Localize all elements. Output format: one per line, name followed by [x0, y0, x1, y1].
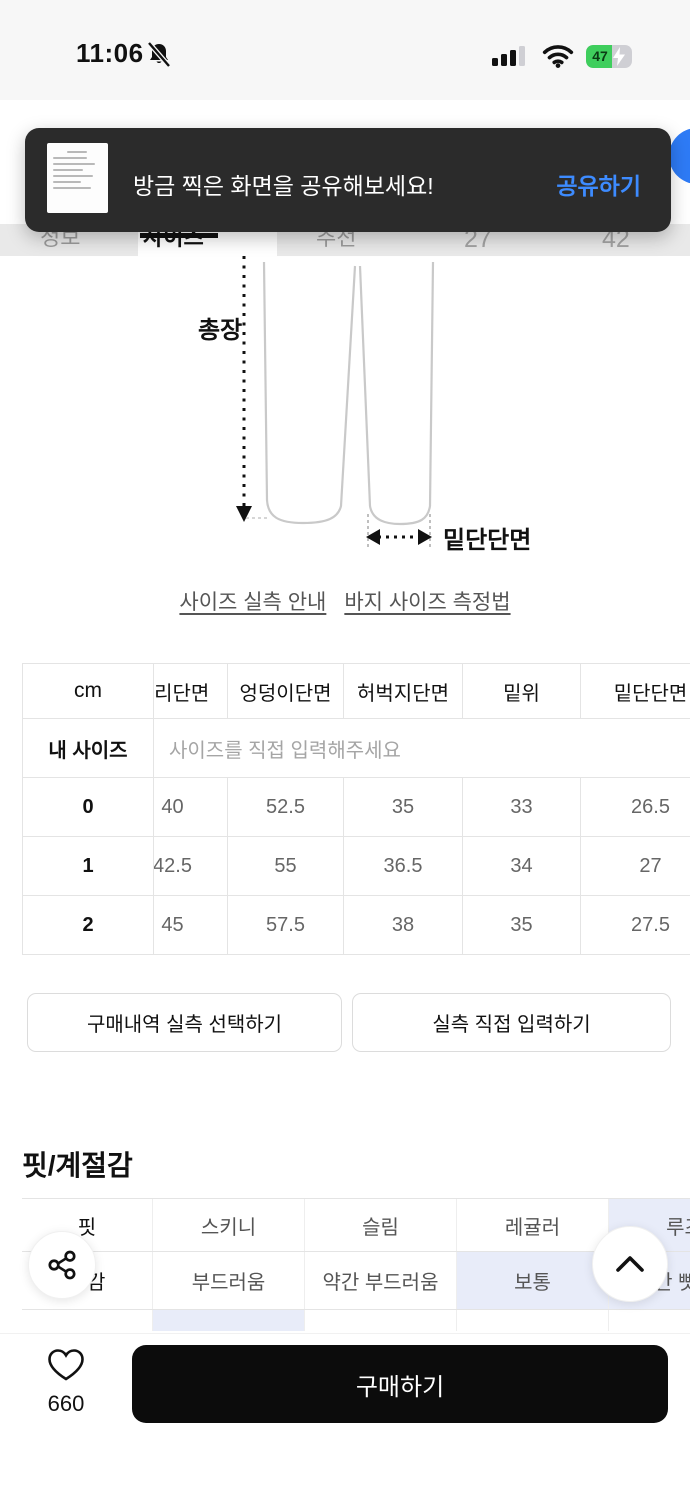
input-measure-button[interactable]: 실측 직접 입력하기	[352, 993, 671, 1052]
cell-rise: 34	[463, 837, 581, 895]
fit-option-skinny: 스키니	[153, 1199, 305, 1251]
battery-fill	[586, 44, 612, 68]
like-count: 660	[47, 1391, 85, 1416]
cell-thigh: 35	[344, 778, 463, 836]
charging-bolt-icon	[613, 46, 625, 66]
fit-row: 핏 스키니 슬림 레귤러 루즈	[22, 1199, 690, 1252]
size-label: 2	[23, 896, 154, 954]
size-row-2: 2 45 57.5 38 35 27.5	[23, 896, 690, 955]
status-bar: 11:06 47	[0, 0, 690, 100]
length-arrowhead	[236, 506, 252, 522]
active-tab-underline	[140, 233, 218, 238]
cell-hip: 52.5	[228, 778, 344, 836]
select-purchase-measure-button[interactable]: 구매내역 실측 선택하기	[27, 993, 342, 1052]
touch-option-normal-selected: 보통	[457, 1252, 609, 1309]
screenshot-share-toast: 방금 찍은 화면을 공유해보세요! 공유하기	[25, 128, 671, 232]
notifications-muted-icon	[146, 41, 172, 73]
toast-message: 방금 찍은 화면을 공유해보세요!	[133, 173, 434, 199]
pants-measure-guide-link[interactable]: 바지 사이즈 측정법	[344, 591, 511, 614]
scroll-to-top-button[interactable]	[592, 1226, 668, 1302]
col-header-waist: 허리단면	[154, 664, 228, 718]
my-size-label: 내 사이즈	[23, 719, 154, 777]
heart-icon[interactable]	[47, 1348, 85, 1382]
cell-hip: 55	[228, 837, 344, 895]
size-label: 0	[23, 778, 154, 836]
floating-blue-button[interactable]	[669, 128, 690, 184]
hem-label: 밑단단면	[443, 527, 531, 554]
cell-thigh: 38	[344, 896, 463, 954]
buy-button[interactable]: 구매하기	[132, 1345, 668, 1423]
touch-option-soft: 부드러움	[153, 1252, 305, 1309]
share-toast-button[interactable]: 공유하기	[556, 173, 641, 199]
cell-rise: 35	[463, 896, 581, 954]
col-header-hem: 밑단단면	[581, 664, 690, 718]
right-leg-outline	[358, 261, 435, 526]
cellular-signal-icon	[492, 46, 525, 66]
cell-hem: 27	[581, 837, 690, 895]
status-time: 11:06	[76, 38, 144, 68]
chevron-up-icon	[616, 1256, 644, 1272]
clipped-row	[22, 1310, 690, 1331]
size-spec-table: cm 허리단면 엉덩이단면 허벅지단면 밑위 밑단단면 내 사이즈 사이즈를 직…	[22, 663, 690, 955]
pants-measurement-diagram: 총장 밑단단면	[198, 256, 531, 554]
cell-thigh: 36.5	[344, 837, 463, 895]
length-label: 총장	[198, 317, 242, 344]
guide-links: 사이즈 실측 안내 바지 사이즈 측정법	[0, 586, 690, 616]
touch-option-slightly-soft: 약간 부드러움	[305, 1252, 457, 1309]
cell-waist: 42.5	[154, 837, 228, 895]
cell-hem: 27.5	[581, 896, 690, 954]
cell-rise: 33	[463, 778, 581, 836]
fit-option-regular: 레귤러	[457, 1199, 609, 1251]
battery-percent: 47	[592, 47, 608, 64]
cell-waist: 40	[154, 778, 228, 836]
size-measure-guide-link[interactable]: 사이즈 실측 안내	[179, 591, 327, 614]
unit-header-cell: cm	[23, 664, 154, 718]
share-icon	[48, 1250, 76, 1280]
fit-season-table: 핏 스키니 슬림 레귤러 루즈 촉감 부드러움 약간 부드러움 보통 약간 빳빳…	[22, 1198, 690, 1331]
left-leg-outline	[262, 261, 357, 525]
col-header-thigh: 허벅지단면	[344, 664, 463, 718]
my-size-placeholder[interactable]: 사이즈를 직접 입력해주세요	[169, 739, 401, 762]
like-widget[interactable]: 660	[36, 1348, 96, 1417]
cell-hip: 57.5	[228, 896, 344, 954]
share-fab-button[interactable]	[28, 1231, 96, 1299]
col-header-hip: 엉덩이단면	[228, 664, 344, 718]
fit-row-label: 핏	[22, 1199, 153, 1251]
cell-waist: 45	[154, 896, 228, 954]
size-row-0: 0 40 52.5 35 33 26.5	[23, 778, 690, 837]
status-indicators: 47	[492, 44, 632, 68]
touch-row: 촉감 부드러움 약간 부드러움 보통 약간 빳빳함	[22, 1252, 690, 1310]
my-size-row[interactable]: 내 사이즈 사이즈를 직접 입력해주세요	[23, 719, 690, 778]
fit-section-title: 핏/계절감	[22, 1150, 133, 1181]
bottom-purchase-bar: 660 구매하기	[0, 1333, 690, 1500]
size-table-header-row: cm 허리단면 엉덩이단면 허벅지단면 밑위 밑단단면	[23, 664, 690, 719]
col-header-rise: 밑위	[463, 664, 581, 718]
wifi-icon	[542, 45, 574, 68]
size-row-1: 1 42.5 55 36.5 34 27	[23, 837, 690, 896]
screenshot-thumbnail	[47, 143, 108, 213]
size-label: 1	[23, 837, 154, 895]
cell-hem: 26.5	[581, 778, 690, 836]
fit-option-slim: 슬림	[305, 1199, 457, 1251]
battery-indicator: 47	[586, 44, 632, 68]
